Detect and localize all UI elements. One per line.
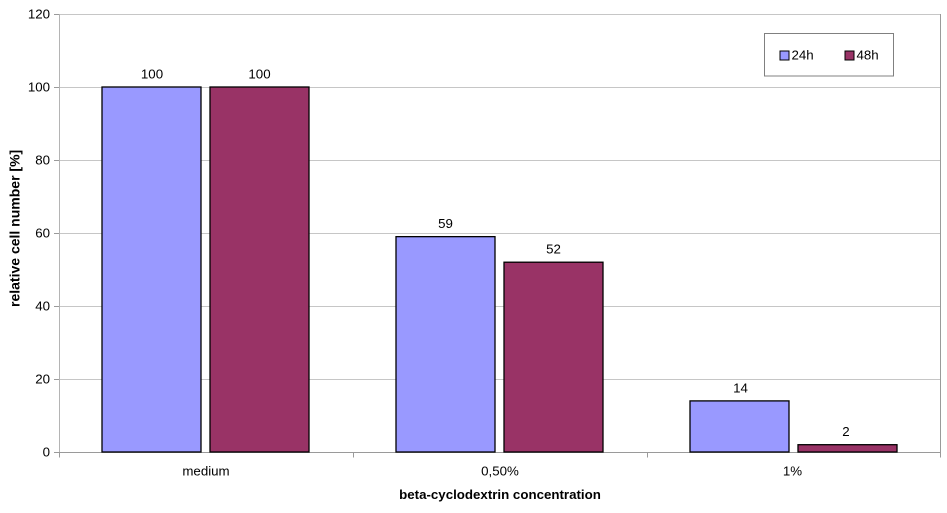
svg-text:24h: 24h <box>792 48 814 63</box>
svg-text:medium: medium <box>182 464 229 479</box>
svg-text:1%: 1% <box>783 464 802 479</box>
svg-text:100: 100 <box>28 80 50 95</box>
svg-text:120: 120 <box>28 7 50 22</box>
svg-text:40: 40 <box>35 299 50 314</box>
svg-text:52: 52 <box>546 242 561 257</box>
svg-text:80: 80 <box>35 153 50 168</box>
svg-text:60: 60 <box>35 226 50 241</box>
svg-text:20: 20 <box>35 372 50 387</box>
svg-text:48h: 48h <box>857 48 879 63</box>
svg-text:100: 100 <box>141 67 163 82</box>
svg-text:0: 0 <box>43 445 50 460</box>
svg-text:0,50%: 0,50% <box>481 464 519 479</box>
svg-text:100: 100 <box>248 67 270 82</box>
svg-text:2: 2 <box>842 424 849 439</box>
svg-text:14: 14 <box>733 380 748 395</box>
svg-text:59: 59 <box>438 216 453 231</box>
svg-text:beta-cyclodextrin concentratio: beta-cyclodextrin concentration <box>399 487 601 502</box>
svg-text:relative cell number [%]: relative cell number [%] <box>7 150 23 307</box>
